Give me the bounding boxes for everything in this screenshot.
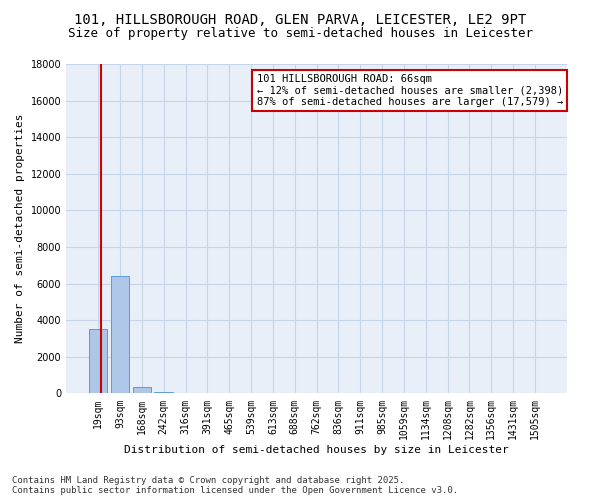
Text: 101, HILLSBOROUGH ROAD, GLEN PARVA, LEICESTER, LE2 9PT: 101, HILLSBOROUGH ROAD, GLEN PARVA, LEIC…	[74, 12, 526, 26]
X-axis label: Distribution of semi-detached houses by size in Leicester: Distribution of semi-detached houses by …	[124, 445, 509, 455]
Bar	[111, 276, 130, 394]
Bar	[154, 392, 173, 394]
Bar	[133, 387, 151, 394]
Text: Contains HM Land Registry data © Crown copyright and database right 2025.
Contai: Contains HM Land Registry data © Crown c…	[12, 476, 458, 495]
Text: Size of property relative to semi-detached houses in Leicester: Size of property relative to semi-detach…	[67, 28, 533, 40]
Y-axis label: Number of semi-detached properties: Number of semi-detached properties	[15, 114, 25, 344]
Text: 101 HILLSBOROUGH ROAD: 66sqm
← 12% of semi-detached houses are smaller (2,398)
8: 101 HILLSBOROUGH ROAD: 66sqm ← 12% of se…	[257, 74, 563, 107]
Bar	[89, 330, 107, 394]
